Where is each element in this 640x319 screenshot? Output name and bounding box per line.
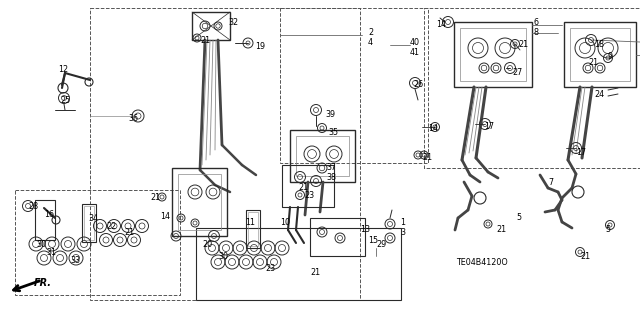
Text: 14: 14 xyxy=(160,212,170,221)
Text: 30: 30 xyxy=(218,252,228,261)
Text: 16: 16 xyxy=(44,210,54,219)
Text: 17: 17 xyxy=(576,148,586,157)
Text: 41: 41 xyxy=(410,48,420,57)
Bar xyxy=(460,28,526,81)
Text: 37: 37 xyxy=(326,163,336,172)
Bar xyxy=(280,8,428,163)
Text: 33: 33 xyxy=(70,256,80,265)
Text: 38: 38 xyxy=(326,173,336,182)
Text: 9: 9 xyxy=(608,52,613,61)
Text: 21: 21 xyxy=(310,268,320,277)
Text: 21: 21 xyxy=(124,228,134,237)
Bar xyxy=(178,174,221,230)
Text: 21: 21 xyxy=(580,252,590,261)
Bar xyxy=(172,168,227,236)
Bar xyxy=(84,206,94,240)
Text: 21: 21 xyxy=(496,225,506,234)
Text: 4: 4 xyxy=(368,38,373,47)
Bar xyxy=(192,12,230,40)
Text: 5: 5 xyxy=(516,213,521,222)
Text: 13: 13 xyxy=(360,225,370,234)
Text: 17: 17 xyxy=(484,122,494,131)
Text: 2: 2 xyxy=(368,28,373,37)
Text: 10: 10 xyxy=(280,218,290,227)
Text: 35: 35 xyxy=(328,128,338,137)
Text: 32: 32 xyxy=(228,18,238,27)
Text: 26: 26 xyxy=(413,80,423,89)
Text: 8: 8 xyxy=(534,28,539,37)
Text: 27: 27 xyxy=(512,68,522,77)
Text: 34: 34 xyxy=(88,214,98,223)
Text: 3: 3 xyxy=(400,228,405,237)
Text: 36: 36 xyxy=(128,114,138,123)
Text: TE04B4120O: TE04B4120O xyxy=(456,258,508,267)
Bar xyxy=(82,204,96,242)
Bar xyxy=(296,136,349,176)
Text: 25: 25 xyxy=(60,96,70,105)
Text: 31: 31 xyxy=(46,248,56,257)
Bar xyxy=(570,28,630,81)
Text: 5: 5 xyxy=(605,225,610,234)
Text: 11: 11 xyxy=(245,218,255,227)
Text: FR.: FR. xyxy=(34,278,52,288)
Text: 22: 22 xyxy=(106,222,116,231)
Text: 23: 23 xyxy=(304,191,314,200)
Bar xyxy=(90,8,360,300)
Text: 21: 21 xyxy=(518,40,528,49)
Bar xyxy=(424,8,640,168)
Text: 1: 1 xyxy=(400,218,405,227)
Text: 12: 12 xyxy=(58,65,68,74)
Text: 6: 6 xyxy=(534,18,539,27)
Bar xyxy=(246,210,260,248)
Bar xyxy=(564,22,636,87)
Text: 7: 7 xyxy=(548,178,553,187)
Text: 28: 28 xyxy=(28,202,38,211)
Bar xyxy=(282,165,334,207)
Text: 30: 30 xyxy=(36,240,46,249)
Text: 40: 40 xyxy=(410,38,420,47)
Text: 15: 15 xyxy=(368,236,378,245)
Text: 24: 24 xyxy=(594,90,604,99)
Text: 21: 21 xyxy=(200,36,210,45)
Text: 14: 14 xyxy=(436,20,446,29)
Bar xyxy=(248,212,258,246)
Bar xyxy=(196,228,401,300)
Bar xyxy=(310,218,365,256)
Text: 29: 29 xyxy=(376,240,387,249)
Bar xyxy=(35,200,55,240)
Bar xyxy=(290,130,355,182)
Text: 39: 39 xyxy=(325,110,335,119)
Text: 23: 23 xyxy=(265,264,275,273)
Text: 21: 21 xyxy=(588,58,598,67)
Bar xyxy=(454,22,532,87)
Text: 21: 21 xyxy=(150,193,160,202)
Text: 18: 18 xyxy=(594,40,604,49)
Text: 21: 21 xyxy=(298,183,308,192)
Text: 14: 14 xyxy=(428,124,438,133)
Text: 19: 19 xyxy=(255,42,265,51)
Text: 21: 21 xyxy=(422,153,432,162)
Text: 20: 20 xyxy=(202,240,212,249)
Bar xyxy=(15,190,180,295)
